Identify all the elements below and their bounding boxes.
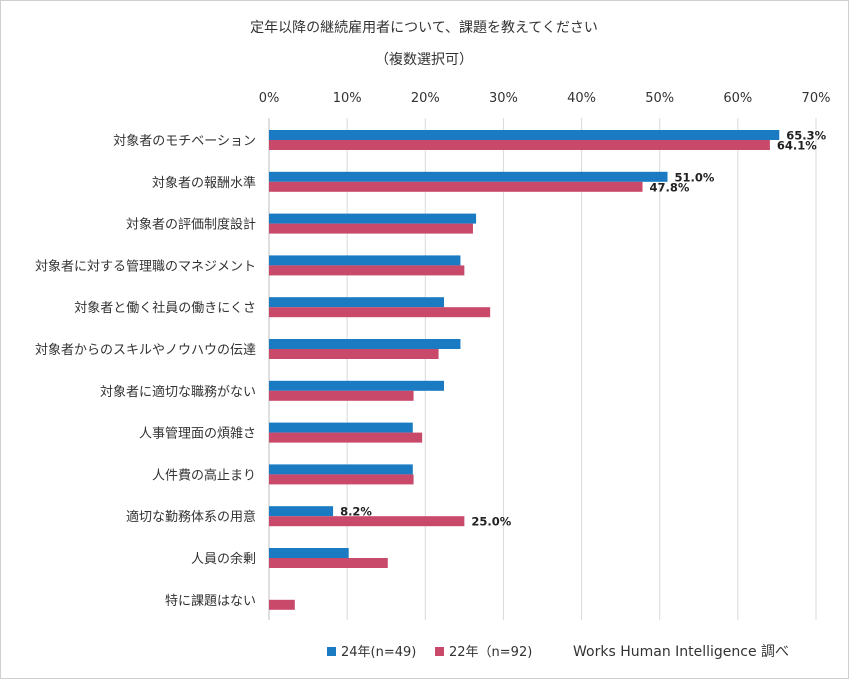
bar-24 [269,255,461,266]
x-tick-label: 40% [567,91,596,106]
category-label: 対象者と働く社員の働きにくさ [74,300,256,316]
bar-22 [269,265,465,276]
x-tick-label: 60% [723,91,752,106]
bar-24 [269,213,477,224]
x-tick-label: 70% [802,91,831,106]
bar-24 [269,297,445,308]
bar-24 [269,339,461,349]
category-label: 対象者に適切な職務がない [100,384,256,400]
legend-swatch-22 [435,647,444,656]
bar-22 [269,140,770,150]
data-label: 64.1% [777,139,817,153]
bar-22 [269,516,465,527]
x-tick-label: 20% [411,91,440,106]
bar-22 [269,558,388,568]
x-tick-label: 50% [645,91,674,106]
x-tick-label: 30% [489,91,518,106]
gridlines [268,118,817,620]
bar-22 [269,599,295,610]
category-label: 対象者からのスキルやノウハウの伝達 [35,343,256,358]
bar-22 [269,307,491,318]
bar-24 [269,506,334,517]
category-label: 対象者のモチベーション [113,134,256,149]
bar-24 [269,464,413,475]
bar-22 [269,181,643,192]
category-label: 人件費の高止まり [152,467,256,483]
legend-label-22: 22年（n=92) [449,645,532,660]
legend-swatch-24 [327,647,336,656]
x-axis-ticks: 0% 10% 20% 30% 40% 50% 60% 70% [259,91,831,106]
bar-22 [269,474,414,485]
category-label: 人員の余剰 [191,551,256,567]
legend-label-24: 24年(n=49) [341,645,416,660]
category-label: 特に課題はない [165,593,256,609]
category-label: 適切な勤務体系の用意 [126,509,256,525]
bar-22 [269,390,414,401]
bar-24 [269,380,445,391]
category-label: 人事管理面の煩雑さ [139,426,256,442]
chart-title: 定年以降の継続雇用者について、課題を教えてください [250,19,598,36]
bar-22 [269,223,473,234]
category-label: 対象者に対する管理職のマネジメント [35,259,256,274]
bar-24 [269,171,668,182]
data-label: 8.2% [340,505,372,519]
data-label: 25.0% [471,515,511,529]
category-label: 対象者の報酬水準 [152,175,256,191]
data-label: 47.8% [650,180,690,194]
data-labels: 65.3%64.1% 51.0%47.8% 8.2% 25.0% [340,129,827,529]
data-label: 65.3% [786,129,826,143]
bars [269,130,780,610]
data-label: 51.0% [675,170,715,184]
category-labels: 対象者のモチベーション対象者の報酬水準対象者の評価制度設計対象者に対する管理職の… [35,134,256,609]
x-tick-label: 0% [259,91,280,106]
bar-24 [269,548,349,558]
bar-22 [269,432,423,443]
category-label: 対象者の評価制度設計 [126,217,256,233]
x-tick-label: 10% [333,91,362,106]
bar-24 [269,422,413,433]
bar-22 [269,349,439,359]
chart-subtitle: （複数選択可） [375,51,473,68]
source-note: Works Human Intelligence 調べ [573,644,789,660]
bar-24 [269,130,780,140]
